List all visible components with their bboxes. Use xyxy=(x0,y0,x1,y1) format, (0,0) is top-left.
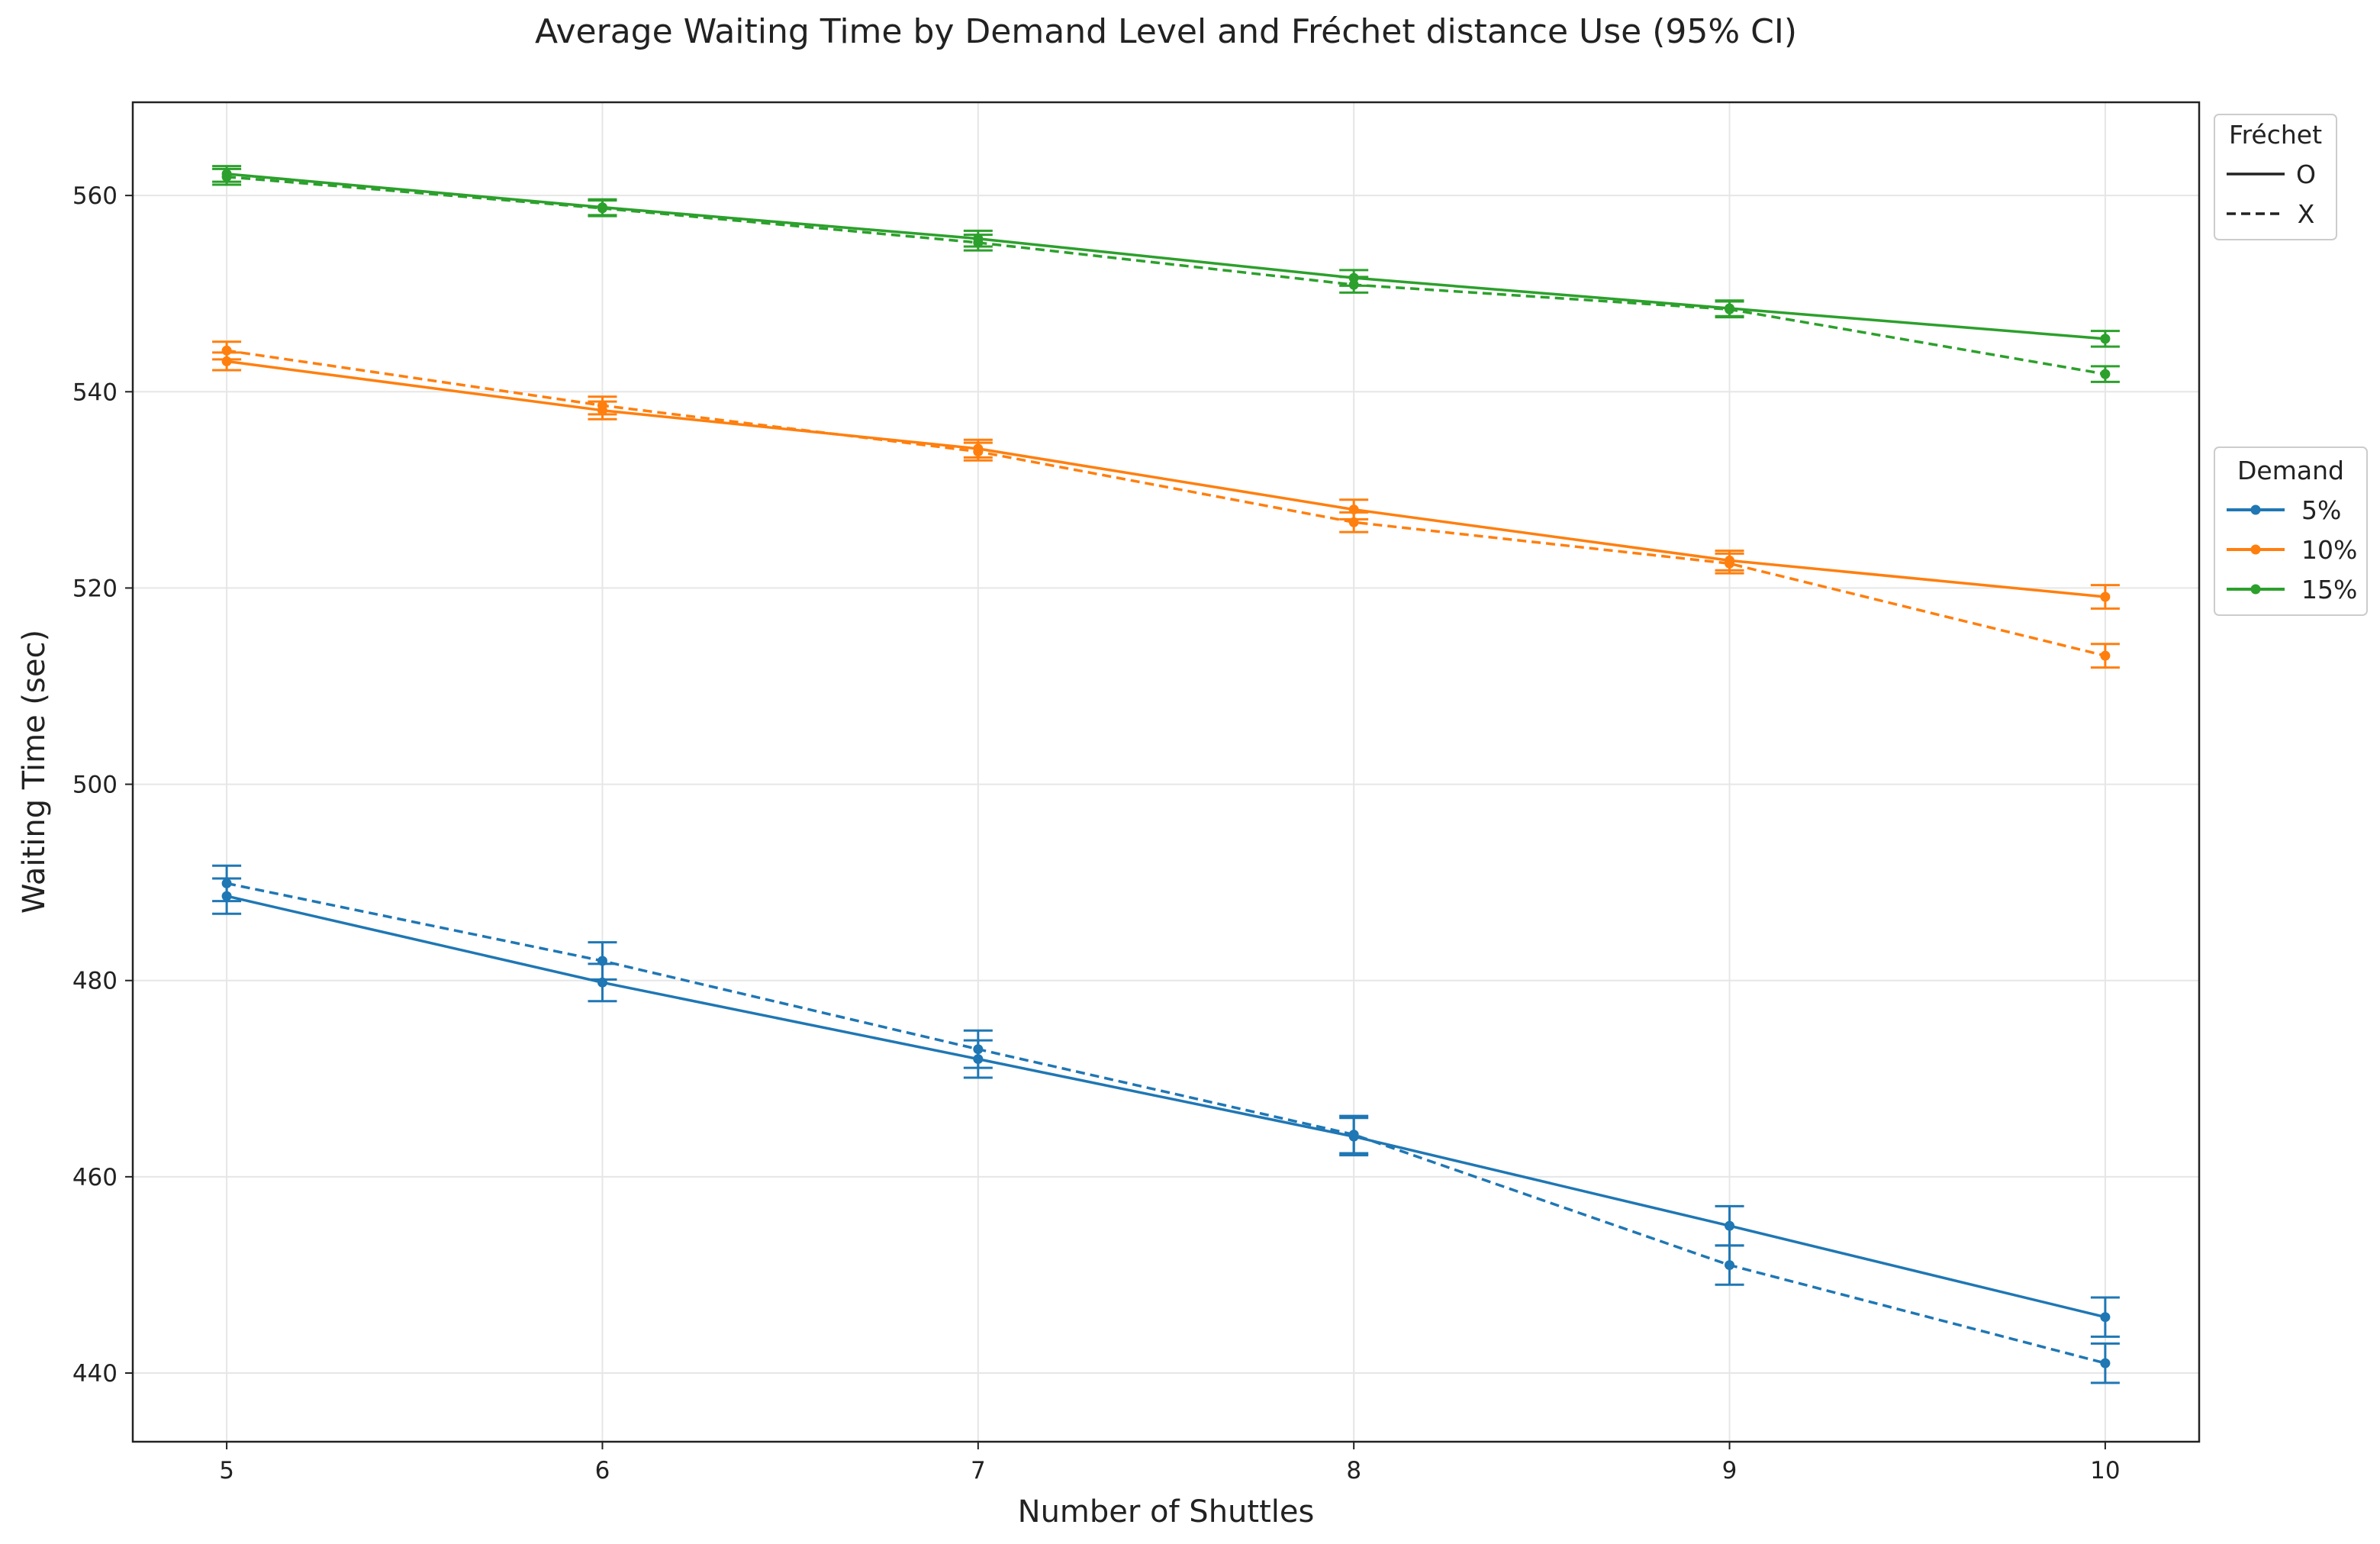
legend-demand-label-15: 15% xyxy=(2301,575,2357,604)
y-tick-label: 460 xyxy=(72,1164,118,1191)
data-point xyxy=(221,878,232,888)
x-tick-label: 7 xyxy=(971,1457,986,1484)
legend-demand-label-5: 5% xyxy=(2301,495,2341,525)
y-tick-label: 480 xyxy=(72,968,118,995)
plot-frame xyxy=(131,101,2201,1443)
series-line xyxy=(226,175,2106,376)
data-point xyxy=(2100,1358,2111,1368)
series-demand-15-frechet-x xyxy=(212,167,2120,383)
series-demand-10-frechet-x xyxy=(212,340,2120,669)
series-demand-5-frechet-x xyxy=(212,864,2120,1384)
data-point xyxy=(2100,591,2111,602)
series-line xyxy=(226,894,2106,1319)
series-line xyxy=(226,349,2106,657)
legend-demand: Demand 5% 10% 15% xyxy=(2214,446,2368,616)
series-layer xyxy=(212,165,2120,1384)
legend-frechet: Fréchet O X xyxy=(2214,114,2337,240)
data-point xyxy=(973,446,984,457)
legend-frechet-label-x: X xyxy=(2298,199,2315,229)
data-point xyxy=(1348,279,1359,290)
x-tick-label: 10 xyxy=(2090,1457,2120,1484)
data-point xyxy=(2100,334,2111,344)
data-point xyxy=(2100,1312,2111,1323)
axis-ticks: 5 6 7 8 9 10 440 460 480 500 520 540 560 xyxy=(72,182,2121,1484)
y-tick-label: 560 xyxy=(72,182,118,210)
x-tick-label: 6 xyxy=(595,1457,610,1484)
series-line xyxy=(226,172,2106,340)
data-point xyxy=(1725,1260,1735,1271)
y-tick-label: 500 xyxy=(72,772,118,799)
data-point xyxy=(221,345,232,356)
series-line xyxy=(226,359,2106,598)
data-point xyxy=(973,237,984,248)
data-point xyxy=(597,400,607,411)
legend-frechet-box xyxy=(2214,114,2337,240)
x-tick-label: 5 xyxy=(219,1457,234,1484)
legend-frechet-title: Fréchet xyxy=(2229,120,2322,150)
x-tick-label: 9 xyxy=(1722,1457,1737,1484)
legend-demand-label-10: 10% xyxy=(2301,535,2357,565)
data-point xyxy=(1725,1220,1735,1231)
data-point xyxy=(597,956,607,966)
data-point xyxy=(973,1044,984,1055)
data-point xyxy=(1348,517,1359,527)
legend-frechet-label-o: O xyxy=(2296,160,2316,189)
data-point xyxy=(1725,558,1735,569)
grid xyxy=(133,102,2199,1442)
data-point xyxy=(2100,650,2111,661)
data-point xyxy=(1348,1130,1359,1140)
data-point xyxy=(597,203,607,214)
legend-demand-box xyxy=(2214,446,2368,616)
y-tick-label: 520 xyxy=(72,575,118,602)
x-axis-label: Number of Shuttles xyxy=(1018,1494,1315,1529)
legend-demand-10-marker xyxy=(2250,544,2261,555)
data-point xyxy=(2100,369,2111,379)
chart-title: Average Waiting Time by Demand Level and… xyxy=(535,12,1797,51)
y-axis-label: Waiting Time (sec) xyxy=(17,630,52,914)
x-tick-label: 8 xyxy=(1346,1457,1361,1484)
legend-demand-5-marker xyxy=(2250,504,2261,515)
y-tick-label: 540 xyxy=(72,379,118,406)
y-tick-label: 440 xyxy=(72,1360,118,1388)
legend-demand-title: Demand xyxy=(2237,456,2344,485)
series-line xyxy=(226,882,2106,1365)
data-point xyxy=(1725,304,1735,314)
legend-demand-15-marker xyxy=(2250,584,2261,595)
data-point xyxy=(221,172,232,182)
